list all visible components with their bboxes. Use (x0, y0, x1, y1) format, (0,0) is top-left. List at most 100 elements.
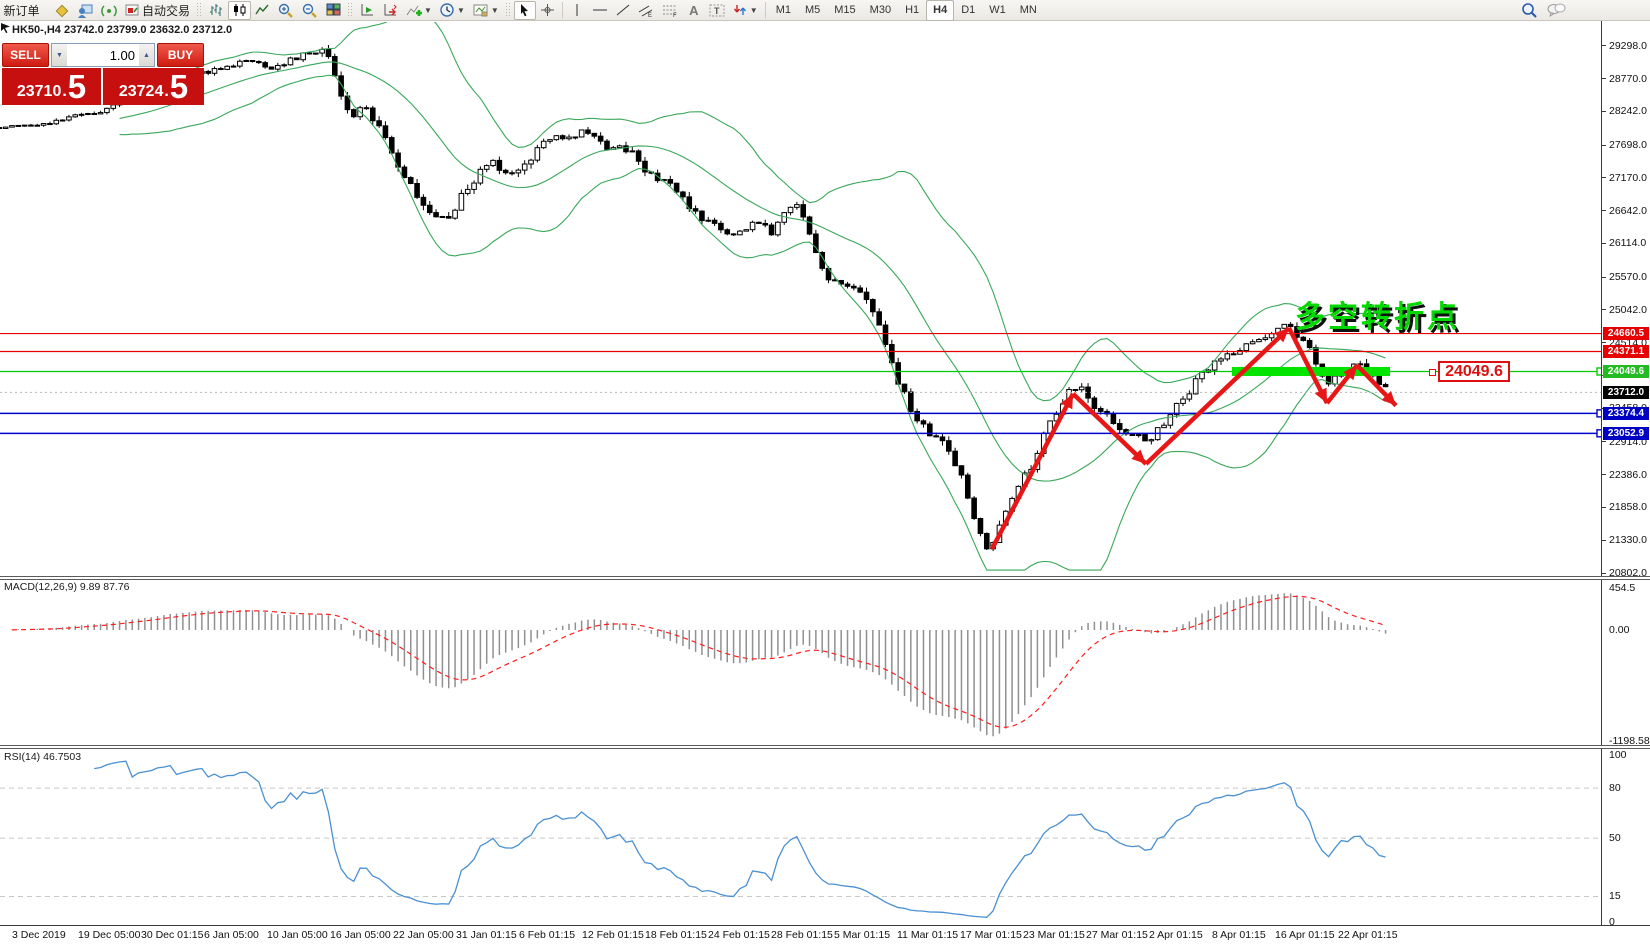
volume-input[interactable] (67, 44, 139, 66)
price-tick-mark (1602, 309, 1606, 311)
time-label: 10 Jan 05:00 (267, 929, 328, 941)
price-tick-label: 28770.0 (1609, 72, 1647, 85)
vertical-line-tool-icon[interactable] (566, 1, 588, 20)
pane-separator[interactable] (0, 576, 1650, 580)
rsi-pane[interactable] (0, 748, 1601, 925)
time-axis[interactable]: 3 Dec 2019 19 Dec 05:00 30 Dec 01:15 6 Jan … (0, 925, 1650, 944)
arrows-tool-button[interactable]: ▼ (729, 1, 762, 20)
timeframe-button-M15[interactable]: M15 (834, 4, 856, 16)
chat-icon[interactable] (1542, 1, 1570, 20)
toolbar-grip (504, 2, 512, 18)
indicators-button[interactable]: ▼ (402, 1, 436, 20)
price-tick-mark (1602, 572, 1606, 574)
equidistant-channel-tool-icon[interactable]: E (634, 1, 658, 20)
main-chart-pane[interactable] (0, 22, 1601, 577)
timeframe-button-M30[interactable]: M30 (869, 4, 892, 16)
horizontal-line-tool-icon[interactable] (588, 1, 612, 20)
text-label-tool-icon[interactable]: T (705, 1, 729, 20)
toolbar-separator (561, 2, 563, 18)
volume-increase-button[interactable]: ▲ (139, 44, 154, 66)
autotrade-button[interactable]: 自动交易 (121, 1, 194, 20)
time-label: 8 Apr 01:15 (1212, 929, 1266, 941)
price-tick-mark (1602, 342, 1606, 344)
timeframe-button-M5[interactable]: M5 (804, 4, 821, 16)
macd-scale-label: -1198.58 (1609, 734, 1650, 747)
periods-dropdown-arrow-icon[interactable]: ▼ (456, 5, 465, 15)
price-tick-label: 26114.0 (1609, 237, 1647, 250)
time-label: 22 Apr 01:15 (1338, 929, 1398, 941)
price-tick-label: 22386.0 (1609, 468, 1647, 481)
search-icon[interactable] (1517, 1, 1542, 20)
level-handle[interactable] (1596, 367, 1601, 376)
toolbar-grip (196, 2, 204, 18)
time-label: 16 Apr 01:15 (1275, 929, 1335, 941)
text-tool-icon[interactable]: A (689, 2, 699, 18)
time-label: 30 Dec 01:15 (141, 929, 204, 941)
timeframe-button-W1[interactable]: W1 (989, 4, 1006, 16)
cursor-tool-icon[interactable] (513, 0, 536, 20)
time-label: 27 Mar 01:15 (1086, 929, 1148, 941)
fibonacci-tool-icon[interactable]: F (658, 1, 683, 20)
time-label: 17 Mar 01:15 (960, 929, 1022, 941)
order-gem-icon[interactable] (50, 1, 73, 20)
timeframe-button-D1[interactable]: D1 (961, 4, 976, 16)
rsi-line (94, 760, 1386, 918)
svg-text:F: F (673, 13, 677, 18)
trendline-tool-icon[interactable] (612, 1, 634, 20)
volume-decrease-button[interactable]: ▼ (52, 44, 67, 66)
time-label: 12 Feb 01:15 (582, 929, 644, 941)
templates-dropdown-arrow-icon[interactable]: ▼ (490, 5, 499, 15)
price-tag-23374.4: 23374.4 (1603, 406, 1649, 420)
rsi-scale-label: 80 (1609, 782, 1621, 795)
chart-shift-icon[interactable] (379, 1, 402, 20)
level-callout-label[interactable]: 24049.6 (1438, 361, 1510, 382)
time-label: 2 Apr 01:15 (1149, 929, 1203, 941)
timeframe-button-H4[interactable]: H4 (926, 0, 955, 21)
bar-chart-icon[interactable] (205, 1, 228, 20)
market-watch-icon[interactable] (73, 1, 97, 20)
sell-price[interactable]: 23710. 5 (2, 68, 101, 105)
new-order-button[interactable]: 新订单 (3, 3, 40, 18)
symbol-ohlc-label: HK50-,H4 23742.0 23799.0 23632.0 23712.0 (12, 24, 233, 36)
svg-text:E: E (648, 13, 652, 18)
timeframe-button-MN[interactable]: MN (1019, 4, 1037, 16)
sell-button[interactable]: SELL (2, 43, 49, 67)
buy-price[interactable]: 23724. 5 (103, 68, 204, 105)
zoom-in-icon[interactable] (274, 1, 298, 20)
macd-pane[interactable] (0, 579, 1601, 746)
macd-histogram (11, 593, 1387, 737)
time-label: 16 Jan 05:00 (330, 929, 391, 941)
signal-icon[interactable] (97, 1, 121, 20)
time-label: 6 Feb 01:15 (519, 929, 576, 941)
buy-button[interactable]: BUY (157, 43, 204, 67)
price-axis[interactable]: 29298.0 28770.0 28242.0 27698.0 27170.0 26642… (1601, 21, 1650, 928)
price-tick-label: 27170.0 (1609, 171, 1647, 184)
auto-scroll-icon[interactable] (356, 1, 379, 20)
pane-separator[interactable] (0, 745, 1650, 749)
toolbar-grip (347, 2, 355, 18)
crosshair-tool-icon[interactable] (536, 1, 559, 20)
price-tick-mark (1602, 441, 1606, 443)
indicators-dropdown-arrow-icon[interactable]: ▼ (424, 5, 432, 15)
price-tick-mark (1602, 474, 1606, 476)
trend-zigzag[interactable] (990, 326, 1398, 550)
timeframe-group: M1 M5 M15 M30 H1 H4 D1 W1 MN (769, 0, 1044, 21)
level-handle[interactable] (1596, 429, 1601, 438)
zoom-out-icon[interactable] (298, 1, 322, 20)
candlestick-chart-icon[interactable] (228, 0, 252, 20)
price-tick-label: 25570.0 (1609, 271, 1647, 284)
timeframe-button-H1[interactable]: H1 (905, 4, 920, 16)
periods-button[interactable]: ▼ (436, 1, 469, 20)
rsi-scale-label: 15 (1609, 890, 1621, 903)
tile-windows-icon[interactable] (322, 1, 345, 20)
level-handle[interactable] (1596, 409, 1601, 418)
line-chart-icon[interactable] (251, 1, 274, 20)
timeframe-button-M1[interactable]: M1 (775, 4, 791, 16)
callout-handle[interactable] (1429, 369, 1436, 376)
price-tick-mark (1602, 506, 1606, 508)
templates-button[interactable]: ▼ (469, 1, 503, 20)
arrows-dropdown-arrow-icon[interactable]: ▼ (749, 5, 758, 15)
turning-point-annotation[interactable]: 多空转折点 (1295, 301, 1460, 334)
bollinger-band (119, 74, 1386, 571)
